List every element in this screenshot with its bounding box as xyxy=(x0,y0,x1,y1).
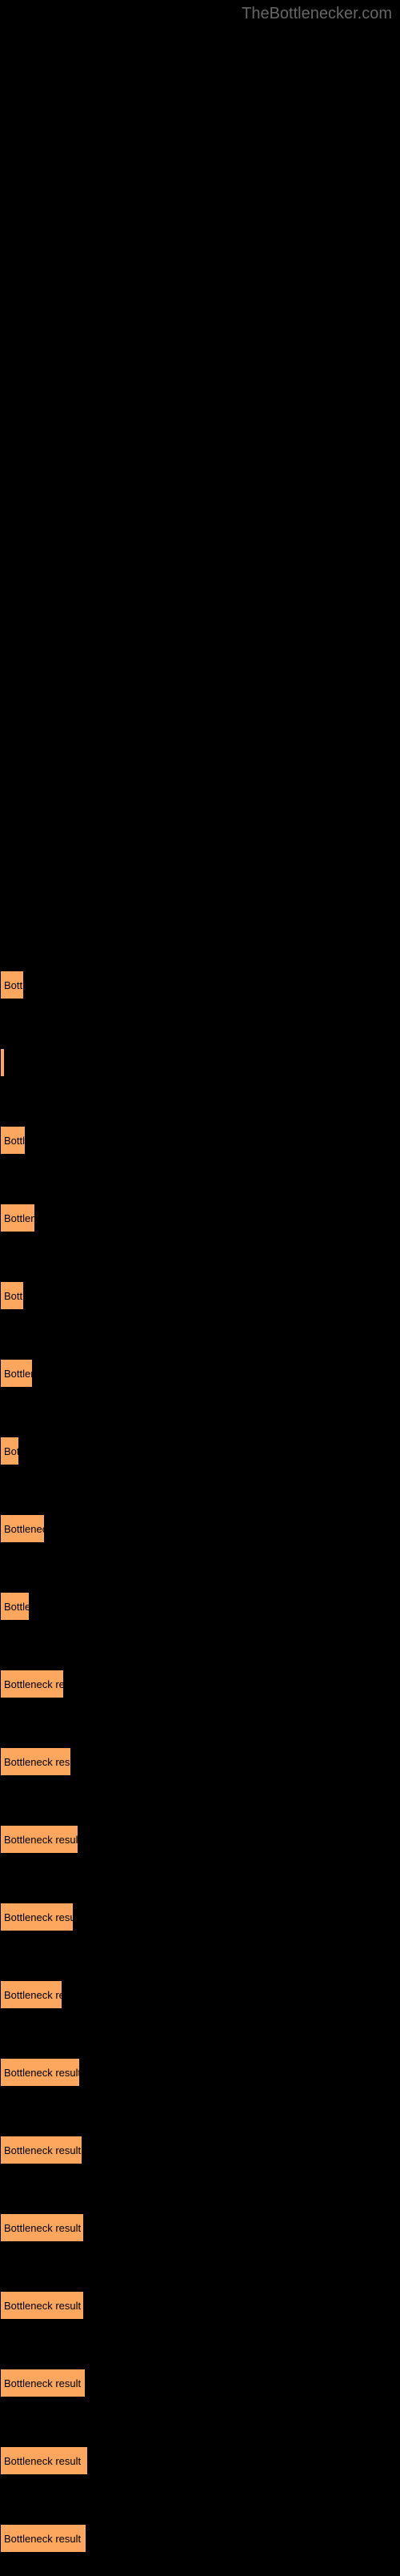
bar: Bottlen xyxy=(0,1359,33,1388)
bar-row: Bottleneck result xyxy=(0,2265,400,2343)
bar: Bottleneck result xyxy=(0,2058,80,2087)
bar: Bottleneck result xyxy=(0,2446,88,2475)
bar: Bottleneck resu xyxy=(0,1747,71,1776)
bar-row: Bottleneck res xyxy=(0,1644,400,1722)
bar-row: Bottleneck result xyxy=(0,2110,400,2188)
bar-label: Bottle xyxy=(4,1135,26,1147)
bar-label: Bottleneck result xyxy=(4,2455,81,2467)
bar: Bottleneck re xyxy=(0,1980,62,2009)
bar: Bottleneck result xyxy=(0,2369,86,2397)
bar-label: Bottler xyxy=(4,1601,30,1613)
bar: Bottleneck result xyxy=(0,1825,78,1854)
bar-label: Bottlene xyxy=(4,1212,35,1224)
bar-row: Bottleneck result xyxy=(0,2032,400,2110)
bar: Bottle xyxy=(0,1281,24,1310)
bar-row: Bottleneck result xyxy=(0,2188,400,2265)
bar-label: Bottl xyxy=(4,979,24,991)
bar-label: Bot xyxy=(4,1445,19,1457)
watermark-text: TheBottlenecker.com xyxy=(242,5,392,23)
bar: Bottle xyxy=(0,1126,26,1155)
bar-label: Bottleneck result xyxy=(4,1834,78,1846)
bar-label: Bottlen xyxy=(4,1368,33,1380)
bar-label: Bottleneck re xyxy=(4,1989,62,2001)
bar-row xyxy=(0,1023,400,1100)
bar: Bot xyxy=(0,1437,19,1465)
bar: Bottleneck xyxy=(0,1514,45,1543)
bar-row: Bottle xyxy=(0,1100,400,1178)
bar-label: Bottleneck res xyxy=(4,1678,64,1690)
bar-row: Bottleneck xyxy=(0,1489,400,1566)
bar: Bottleneck result xyxy=(0,2524,86,2553)
bar-label: Bottleneck resu xyxy=(4,1756,71,1768)
bar-row: Bottleneck resu xyxy=(0,1722,400,1799)
bar-row: Bottleneck result xyxy=(0,2421,400,2498)
bar: Bottler xyxy=(0,1592,30,1621)
bar: Bottleneck result xyxy=(0,2136,82,2164)
bar: Bottleneck res xyxy=(0,1670,64,1698)
bar-row: Bottleneck re xyxy=(0,1955,400,2032)
bar-row: Bottlen xyxy=(0,1333,400,1411)
bar-label: Bottleneck resu xyxy=(4,1911,74,1923)
bar-label: Bottleneck xyxy=(4,1523,45,1535)
bar-label: Bottleneck result xyxy=(4,2300,81,2312)
bar-chart: Bottl Bottle Bottlene Bottle Bottlen Bot Bottl… xyxy=(0,945,400,2576)
bar-row: Bottlene xyxy=(0,1178,400,1256)
bar-label: Bottleneck result xyxy=(4,2222,81,2234)
bar-label: Bottleneck result xyxy=(4,2377,81,2389)
bar-label: Bottle xyxy=(4,1290,24,1302)
bar xyxy=(0,1048,5,1077)
bar-row: Bottler xyxy=(0,1566,400,1644)
bar-row: Bottleneck resu xyxy=(0,1877,400,1955)
bar-row: Bottleneck result xyxy=(0,2343,400,2421)
bar: Bottleneck result xyxy=(0,2291,84,2320)
bar-row: Bottleneck result xyxy=(0,2498,400,2576)
bar: Bottl xyxy=(0,971,24,999)
bar: Bottlene xyxy=(0,1204,35,1232)
bar-row: Bot xyxy=(0,1411,400,1489)
bar: Bottleneck resu xyxy=(0,1903,74,1931)
bar-row: Bottl xyxy=(0,945,400,1023)
bar-row: Bottleneck result xyxy=(0,1799,400,1877)
bar-label: Bottleneck result xyxy=(4,2533,81,2545)
bar-label: Bottleneck result xyxy=(4,2144,81,2156)
bar: Bottleneck result xyxy=(0,2213,84,2242)
bar-row: Bottle xyxy=(0,1256,400,1333)
bar-label: Bottleneck result xyxy=(4,2067,80,2079)
